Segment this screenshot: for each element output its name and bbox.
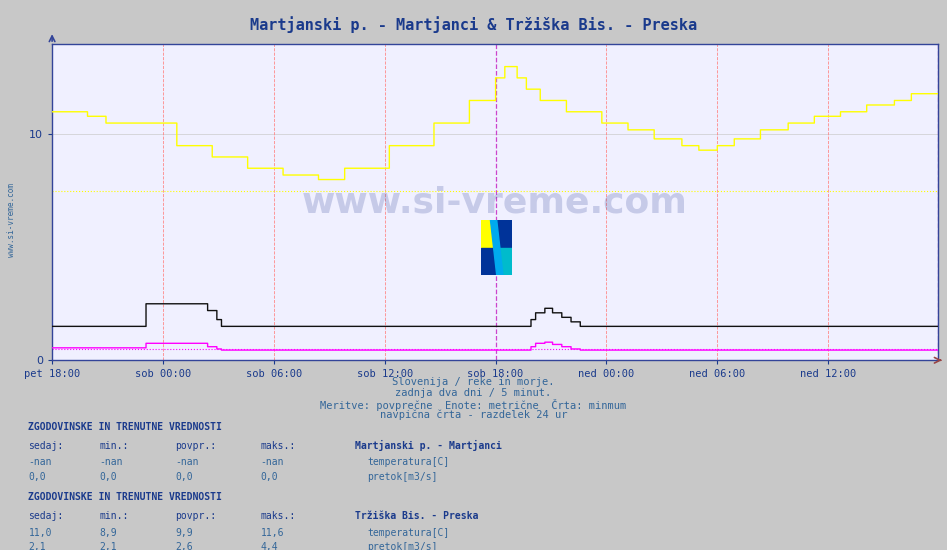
Text: Martjanski p. - Martjanci: Martjanski p. - Martjanci [355,440,502,451]
Text: www.si-vreme.com: www.si-vreme.com [7,183,16,257]
Text: 4,4: 4,4 [260,542,278,550]
Text: 2,6: 2,6 [175,542,193,550]
Text: povpr.:: povpr.: [175,441,216,451]
Text: www.si-vreme.com: www.si-vreme.com [302,185,688,219]
Polygon shape [491,220,503,275]
Text: 0,0: 0,0 [260,471,278,482]
Text: 0,0: 0,0 [28,471,46,482]
Bar [481,220,497,248]
Text: Tržiška Bis. - Preska: Tržiška Bis. - Preska [355,511,478,521]
Text: -nan: -nan [260,457,284,467]
Text: Martjanski p. - Martjanci & Tržiška Bis. - Preska: Martjanski p. - Martjanci & Tržiška Bis.… [250,16,697,33]
Text: 11,0: 11,0 [28,527,52,538]
Text: 9,9: 9,9 [175,527,193,538]
Text: temperatura[C]: temperatura[C] [367,527,450,538]
Bar [497,248,512,275]
Text: ZGODOVINSKE IN TRENUTNE VREDNOSTI: ZGODOVINSKE IN TRENUTNE VREDNOSTI [28,492,223,503]
Text: ZGODOVINSKE IN TRENUTNE VREDNOSTI: ZGODOVINSKE IN TRENUTNE VREDNOSTI [28,422,223,432]
Bar [497,220,512,248]
Text: min.:: min.: [99,511,129,521]
Text: maks.:: maks.: [260,511,295,521]
Text: sedaj:: sedaj: [28,441,63,451]
Text: 2,1: 2,1 [28,542,46,550]
Text: -nan: -nan [99,457,123,467]
Text: povpr.:: povpr.: [175,511,216,521]
Text: pretok[m3/s]: pretok[m3/s] [367,471,438,482]
Text: navpična črta - razdelek 24 ur: navpična črta - razdelek 24 ur [380,409,567,420]
Text: 11,6: 11,6 [260,527,284,538]
Text: 0,0: 0,0 [175,471,193,482]
Text: Slovenija / reke in morje.: Slovenija / reke in morje. [392,377,555,387]
Text: maks.:: maks.: [260,441,295,451]
Text: sedaj:: sedaj: [28,511,63,521]
Text: -nan: -nan [175,457,199,467]
Text: 0,0: 0,0 [99,471,117,482]
Text: 8,9: 8,9 [99,527,117,538]
Text: 2,1: 2,1 [99,542,117,550]
Text: min.:: min.: [99,441,129,451]
Text: zadnja dva dni / 5 minut.: zadnja dva dni / 5 minut. [396,388,551,398]
Text: Meritve: povprečne  Enote: metrične  Črta: minmum: Meritve: povprečne Enote: metrične Črta:… [320,399,627,411]
Text: -nan: -nan [28,457,52,467]
Bar [481,248,497,275]
Text: temperatura[C]: temperatura[C] [367,457,450,467]
Text: pretok[m3/s]: pretok[m3/s] [367,542,438,550]
